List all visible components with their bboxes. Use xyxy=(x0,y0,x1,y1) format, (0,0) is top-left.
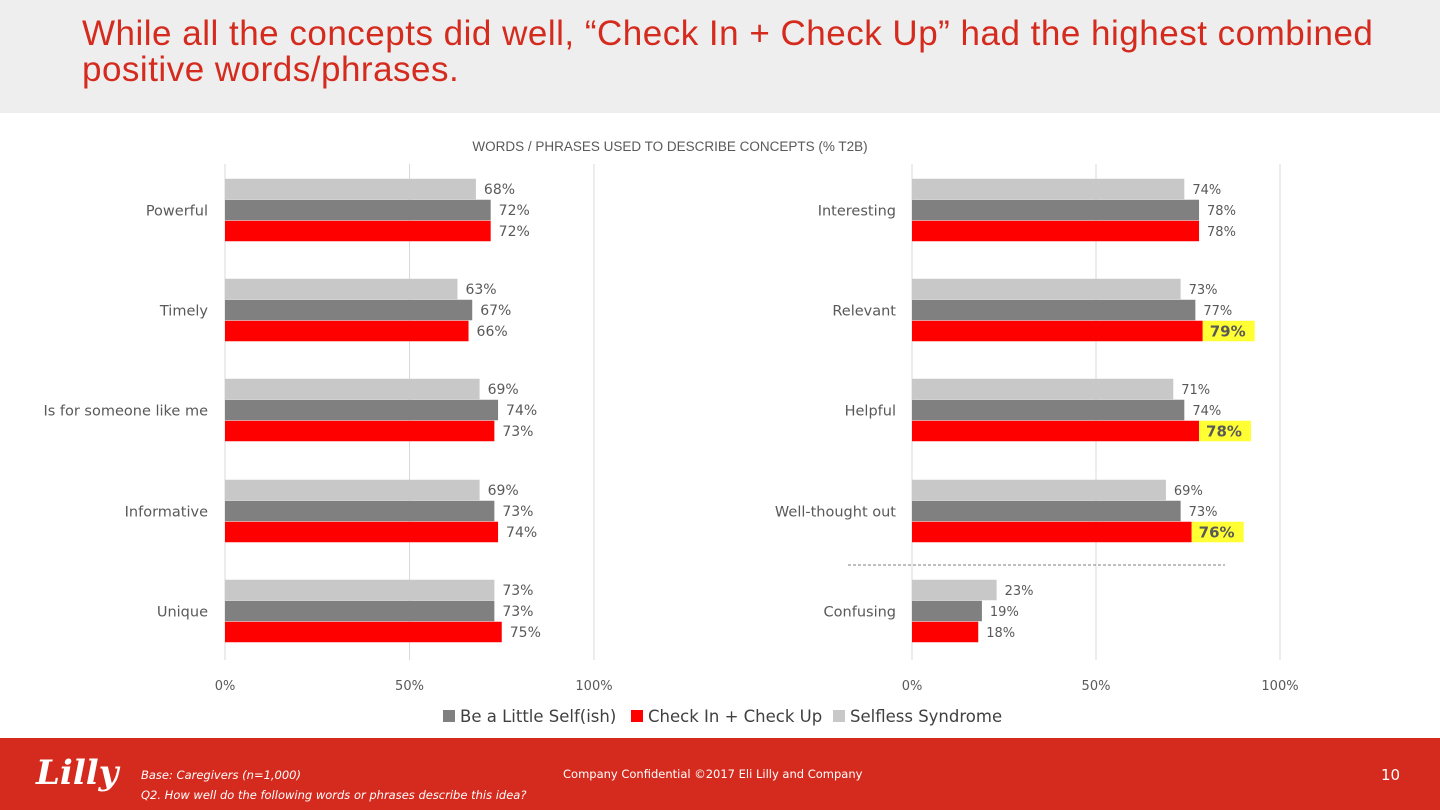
legend-swatch-be-a-little-self-ish xyxy=(443,710,455,722)
data-label-selfless-syndrome-interesting: 74% xyxy=(1192,183,1221,198)
bar-check-in-check-up-powerful xyxy=(225,220,491,242)
data-label-selfless-syndrome-relevant: 73% xyxy=(1189,283,1218,298)
data-label-selfless-syndrome-unique: 73% xyxy=(502,583,533,599)
data-label-be-a-little-self-ish-well-thought-out: 73% xyxy=(1189,505,1218,520)
data-label-be-a-little-self-ish-interesting: 78% xyxy=(1207,204,1236,219)
bar-be-a-little-self-ish-powerful xyxy=(225,199,491,221)
data-label-selfless-syndrome-powerful: 68% xyxy=(484,182,515,198)
category-label-is-for-someone-like-me: Is for someone like me xyxy=(43,404,208,420)
data-label-selfless-syndrome-well-thought-out: 69% xyxy=(1174,484,1203,499)
highlight-box-relevant xyxy=(1202,320,1255,342)
legend-label-be-a-little-self-ish: Be a Little Self(ish) xyxy=(460,707,616,726)
data-label-selfless-syndrome-informative: 69% xyxy=(488,483,519,499)
bar-be-a-little-self-ish-is-for-someone-like-me xyxy=(225,399,499,421)
confidential-note: Company Confidential ©2017 Eli Lilly and… xyxy=(563,767,863,781)
legend-label-check-in-check-up: Check In + Check Up xyxy=(648,707,822,726)
data-label-be-a-little-self-ish-unique: 73% xyxy=(502,604,533,620)
legend-label-selfless-syndrome: Selfless Syndrome xyxy=(850,707,1002,726)
panel-left-tick-label: 50% xyxy=(395,679,424,694)
bar-check-in-check-up-interesting xyxy=(912,220,1200,242)
bar-be-a-little-self-ish-helpful xyxy=(912,399,1185,421)
highlight-box-helpful xyxy=(1199,420,1252,442)
bar-check-in-check-up-helpful xyxy=(912,420,1200,442)
data-label-be-a-little-self-ish-relevant: 77% xyxy=(1203,304,1232,319)
bar-selfless-syndrome-is-for-someone-like-me xyxy=(225,378,480,400)
data-label-be-a-little-self-ish-helpful: 74% xyxy=(1192,404,1221,419)
data-label-be-a-little-self-ish-powerful: 72% xyxy=(499,203,530,219)
data-label-check-in-check-up-powerful: 72% xyxy=(499,224,530,240)
bar-selfless-syndrome-unique xyxy=(225,579,495,601)
bar-selfless-syndrome-relevant xyxy=(912,278,1181,300)
category-label-confusing: Confusing xyxy=(824,605,896,621)
data-label-check-in-check-up-is-for-someone-like-me: 73% xyxy=(502,424,533,440)
bar-check-in-check-up-unique xyxy=(225,621,502,643)
bar-check-in-check-up-informative xyxy=(225,521,499,543)
bar-be-a-little-self-ish-well-thought-out xyxy=(912,500,1181,522)
data-label-selfless-syndrome-is-for-someone-like-me: 69% xyxy=(488,382,519,398)
data-label-selfless-syndrome-timely: 63% xyxy=(465,282,496,298)
category-label-relevant: Relevant xyxy=(832,304,896,320)
data-label-check-in-check-up-relevant: 79% xyxy=(1210,323,1246,341)
lilly-logo: Lilly xyxy=(35,753,121,793)
bar-check-in-check-up-is-for-someone-like-me xyxy=(225,420,495,442)
bar-be-a-little-self-ish-unique xyxy=(225,600,495,622)
bar-selfless-syndrome-timely xyxy=(225,278,458,300)
data-label-check-in-check-up-unique: 75% xyxy=(510,625,541,641)
words-phrases-chart: WORDS / PHRASES USED TO DESCRIBE CONCEPT… xyxy=(43,139,1298,726)
category-label-interesting: Interesting xyxy=(818,204,896,220)
bar-check-in-check-up-well-thought-out xyxy=(912,521,1192,543)
bar-check-in-check-up-timely xyxy=(225,320,469,342)
highlight-box-well-thought-out xyxy=(1191,521,1244,543)
panel-left-tick-label: 100% xyxy=(575,679,612,694)
data-label-be-a-little-self-ish-informative: 73% xyxy=(502,504,533,520)
bar-check-in-check-up-confusing xyxy=(912,621,979,643)
data-label-check-in-check-up-timely: 66% xyxy=(477,324,508,340)
bar-be-a-little-self-ish-timely xyxy=(225,299,473,321)
data-label-be-a-little-self-ish-timely: 67% xyxy=(480,303,511,319)
slide-title: While all the concepts did well, “Check … xyxy=(82,14,1374,89)
bar-be-a-little-self-ish-confusing xyxy=(912,600,982,622)
legend-swatch-selfless-syndrome xyxy=(833,710,845,722)
category-label-well-thought-out: Well-thought out xyxy=(775,505,896,521)
header-band: While all the concepts did well, “Check … xyxy=(0,0,1440,113)
category-label-timely: Timely xyxy=(159,304,209,320)
category-label-informative: Informative xyxy=(125,505,208,521)
bar-selfless-syndrome-helpful xyxy=(912,378,1174,400)
base-note: Base: Caregivers (n=1,000) xyxy=(141,768,301,782)
bar-selfless-syndrome-confusing xyxy=(912,579,997,601)
question-note: Q2. How well do the following words or p… xyxy=(141,788,527,802)
category-label-unique: Unique xyxy=(157,605,208,621)
legend-swatch-check-in-check-up xyxy=(631,710,643,722)
data-label-check-in-check-up-informative: 74% xyxy=(506,525,537,541)
data-label-check-in-check-up-confusing: 18% xyxy=(986,626,1015,641)
page-number: 10 xyxy=(1381,766,1401,784)
bar-selfless-syndrome-well-thought-out xyxy=(912,479,1166,501)
data-label-check-in-check-up-helpful: 78% xyxy=(1206,423,1242,441)
category-label-helpful: Helpful xyxy=(845,404,896,420)
svg-text:Lilly: Lilly xyxy=(35,753,121,793)
bar-selfless-syndrome-powerful xyxy=(225,178,476,200)
bar-be-a-little-self-ish-interesting xyxy=(912,199,1200,221)
data-label-selfless-syndrome-helpful: 71% xyxy=(1181,383,1210,398)
data-label-be-a-little-self-ish-is-for-someone-like-me: 74% xyxy=(506,403,537,419)
panel-left-tick-label: 0% xyxy=(215,679,236,694)
panel-right-tick-label: 50% xyxy=(1082,679,1111,694)
data-label-be-a-little-self-ish-confusing: 19% xyxy=(990,605,1019,620)
category-label-powerful: Powerful xyxy=(146,204,208,220)
bar-be-a-little-self-ish-informative xyxy=(225,500,495,522)
bar-be-a-little-self-ish-relevant xyxy=(912,299,1196,321)
data-label-check-in-check-up-well-thought-out: 76% xyxy=(1199,524,1235,542)
data-label-check-in-check-up-interesting: 78% xyxy=(1207,225,1236,240)
bar-selfless-syndrome-interesting xyxy=(912,178,1185,200)
panel-right-tick-label: 100% xyxy=(1261,679,1298,694)
footer-band: Lilly Base: Caregivers (n=1,000) Q2. How… xyxy=(0,738,1440,810)
bar-selfless-syndrome-informative xyxy=(225,479,480,501)
panel-right-tick-label: 0% xyxy=(902,679,923,694)
data-label-selfless-syndrome-confusing: 23% xyxy=(1005,584,1034,599)
bar-check-in-check-up-relevant xyxy=(912,320,1203,342)
chart-title: WORDS / PHRASES USED TO DESCRIBE CONCEPT… xyxy=(472,139,867,154)
